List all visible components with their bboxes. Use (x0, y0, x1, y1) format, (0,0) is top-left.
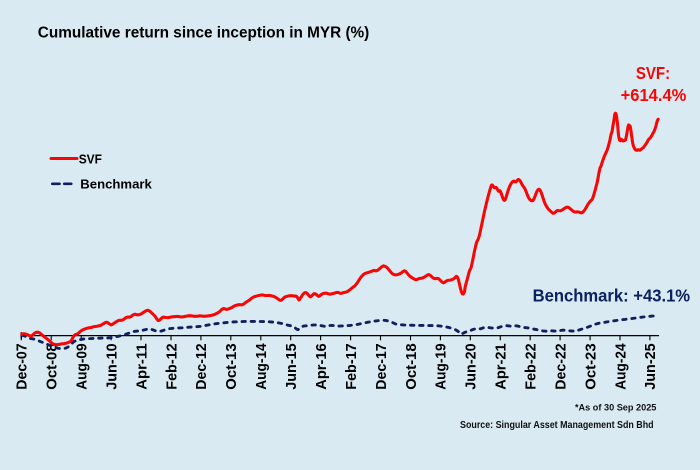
svg-text:Apr-16: Apr-16 (313, 343, 330, 389)
svg-text:Benchmark: +43.1%: Benchmark: +43.1% (533, 286, 691, 306)
svg-text:Feb-12: Feb-12 (163, 343, 180, 389)
svg-text:SVF:: SVF: (636, 63, 670, 83)
svg-text:Jun-10: Jun-10 (103, 343, 120, 389)
svg-text:Aug-09: Aug-09 (74, 343, 91, 389)
svg-text:Oct-18: Oct-18 (403, 343, 420, 389)
svg-text:Jun-20: Jun-20 (463, 343, 480, 389)
svg-text:Feb-17: Feb-17 (343, 343, 360, 389)
svg-text:Jun-15: Jun-15 (283, 343, 300, 389)
svg-text:Oct-23: Oct-23 (582, 343, 599, 389)
svg-text:Benchmark: Benchmark (80, 177, 152, 191)
svg-text:Apr-21: Apr-21 (493, 343, 510, 389)
svg-text:Jun-25: Jun-25 (642, 343, 659, 389)
svg-text:Dec-17: Dec-17 (373, 343, 390, 389)
svg-text:Source: Singular Asset Managem: Source: Singular Asset Management Sdn Bh… (460, 420, 654, 431)
svg-text:Cumulative return since incept: Cumulative return since inception in MYR… (38, 25, 370, 42)
svg-text:Oct-13: Oct-13 (223, 343, 240, 389)
svg-text:Dec-22: Dec-22 (552, 343, 569, 389)
svg-text:Dec-07: Dec-07 (14, 343, 31, 389)
svg-text:Dec-12: Dec-12 (193, 343, 210, 389)
svg-text:Aug-19: Aug-19 (433, 343, 450, 389)
svg-text:Aug-14: Aug-14 (253, 343, 270, 390)
svg-text:Oct-08: Oct-08 (44, 343, 61, 389)
svg-text:+614.4%: +614.4% (621, 85, 687, 105)
svg-text:Feb-22: Feb-22 (523, 343, 540, 389)
svg-text:Apr-11: Apr-11 (133, 343, 150, 389)
svg-text:SVF: SVF (79, 152, 103, 166)
svg-text:*As of 30 Sep 2025: *As of 30 Sep 2025 (575, 402, 656, 412)
svg-text:Aug-24: Aug-24 (612, 343, 629, 390)
